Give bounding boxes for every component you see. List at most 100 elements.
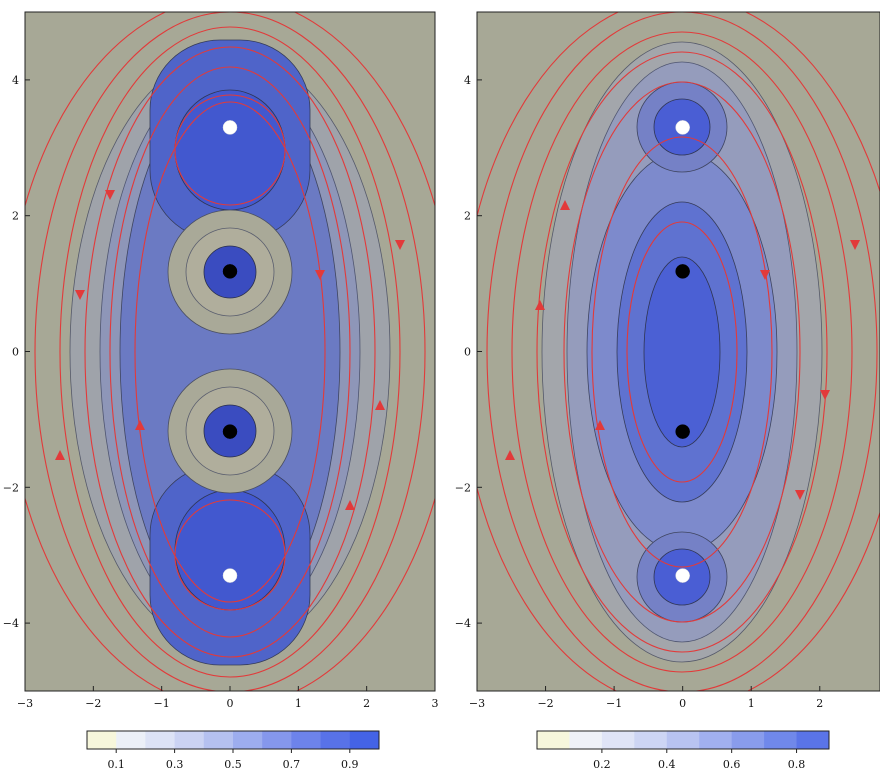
left-ticks: −3 −2 −1 0 1 2 3 −4 −2 0 2 4: [3, 74, 439, 710]
right-panel: −3 −2 −1 0 1 2 −4 −2 0 2 4: [455, 11, 880, 710]
left-stream-arrows: [55, 190, 405, 510]
left-streamline-1: [34, 12, 426, 691]
right-arrow-h: [850, 240, 860, 250]
right-arrow-f: [760, 270, 770, 280]
right-y-tick-label: 2: [464, 210, 471, 223]
left-y-tick-label: 4: [12, 74, 19, 87]
left-y-tick-label: 0: [12, 346, 19, 359]
right-y-tick-label: −2: [455, 481, 471, 494]
left-arrow-h: [395, 240, 405, 250]
right-markers: [675, 120, 690, 583]
right-colorbar-segment: [796, 731, 830, 749]
right-x-tick-label: −3: [469, 697, 485, 710]
left-arrow-a: [75, 290, 85, 300]
right-colorbar-segment: [666, 731, 700, 749]
left-arrow-f: [315, 270, 325, 280]
left-x-tick-label: −3: [17, 697, 33, 710]
right-x-tick-label: 2: [816, 697, 823, 710]
left-x-tick-label: 0: [227, 697, 234, 710]
right-point-marker: [675, 264, 690, 279]
right-y-tick-label: 4: [464, 74, 471, 87]
right-stream-arrows: [505, 200, 860, 500]
left-y-tick-label: −4: [3, 617, 19, 630]
left-colorbar-segment: [203, 731, 234, 749]
right-streamline-6: [626, 221, 738, 483]
left-y-tick-label: −2: [3, 481, 19, 494]
right-arrow-e: [595, 420, 605, 430]
left-colorbar-segment: [262, 731, 292, 749]
left-markers: [222, 120, 238, 583]
right-x-tick-label: −2: [537, 697, 553, 710]
left-colorbar-tick-label: 0.1: [107, 758, 125, 771]
left-colorbar-tick-label: 0.3: [166, 758, 184, 771]
right-plot-area: [477, 12, 880, 691]
right-colorbar-segment: [569, 731, 603, 749]
right-arrow-b: [820, 390, 830, 400]
left-streamline-5: [134, 101, 326, 603]
right-streamline-4: [563, 81, 801, 623]
right-y-tick-label: −4: [455, 617, 471, 630]
left-arrow-d: [345, 500, 355, 510]
left-arrow-b: [375, 400, 385, 410]
right-streamline-1: [486, 12, 878, 691]
right-streamline-2: [511, 31, 853, 673]
right-colorbar-segment: [699, 731, 733, 749]
right-colorbar-tick-label: 0.2: [593, 758, 611, 771]
left-colorbar-tick-label: 0.5: [224, 758, 242, 771]
right-point-marker: [675, 120, 690, 135]
right-colorbar-segment: [601, 731, 635, 749]
right-colorbar-segment: [731, 731, 765, 749]
left-bottom-core: [174, 489, 286, 611]
right-x-tick-label: 0: [679, 697, 686, 710]
right-streamline-3: [536, 51, 828, 653]
left-point-marker: [222, 264, 238, 279]
right-colorbar-tick-label: 0.6: [723, 758, 741, 771]
right-colorbar-segment: [764, 731, 798, 749]
left-colorbar-segment: [233, 731, 263, 749]
left-point-marker: [222, 568, 238, 583]
right-colorbar-frame: [536, 730, 830, 750]
left-x-tick-label: 3: [432, 697, 439, 710]
left-arrow-c: [105, 190, 115, 200]
right-point-marker: [675, 424, 690, 439]
left-colorbar-segment: [145, 731, 176, 749]
left-top-core: [174, 89, 286, 211]
left-streamline-4: [109, 66, 351, 638]
left-streamline-top-loop: [174, 94, 286, 206]
left-point-marker: [222, 424, 238, 439]
left-x-tick-label: 2: [363, 697, 370, 710]
right-streamline-5: [591, 136, 773, 568]
left-x-tick-label: 1: [295, 697, 302, 710]
right-x-tick-label: 1: [748, 697, 755, 710]
right-ticks: −3 −2 −1 0 1 2 −4 −2 0 2 4: [455, 74, 823, 710]
left-arrow-g: [55, 450, 65, 460]
left-point-marker: [222, 120, 238, 135]
right-y-tick-label: 0: [464, 346, 471, 359]
right-colorbar: 0.2 0.4 0.6 0.8: [536, 730, 830, 771]
right-colorbar-tick-label: 0.8: [788, 758, 806, 771]
left-plot-area: [25, 12, 435, 691]
left-panel: −3 −2 −1 0 1 2 3 −4 −2 0 2 4: [3, 11, 439, 710]
right-contour-core: [643, 256, 721, 448]
left-colorbar-segment: [291, 731, 322, 749]
right-x-tick-label: −1: [606, 697, 622, 710]
left-colorbar-tick-label: 0.7: [283, 758, 301, 771]
left-colorbar-segment: [87, 731, 117, 749]
right-point-marker: [675, 568, 690, 583]
left-y-tick-label: 2: [12, 210, 19, 223]
right-arrow-a: [535, 300, 545, 310]
left-x-tick-label: −2: [85, 697, 101, 710]
right-arrow-g: [505, 450, 515, 460]
left-streamline-3: [84, 46, 376, 658]
left-x-tick-label: −1: [154, 697, 170, 710]
right-arrow-c: [560, 200, 570, 210]
left-colorbar-tick-label: 0.9: [341, 758, 359, 771]
left-streamline-2: [59, 26, 401, 678]
right-colorbar-segment: [537, 731, 570, 749]
left-colorbar: 0.1 0.3 0.5 0.7 0.9: [86, 730, 380, 771]
left-colorbar-segment: [349, 731, 380, 749]
left-colorbar-segment: [116, 731, 146, 749]
left-arrow-e: [135, 420, 145, 430]
